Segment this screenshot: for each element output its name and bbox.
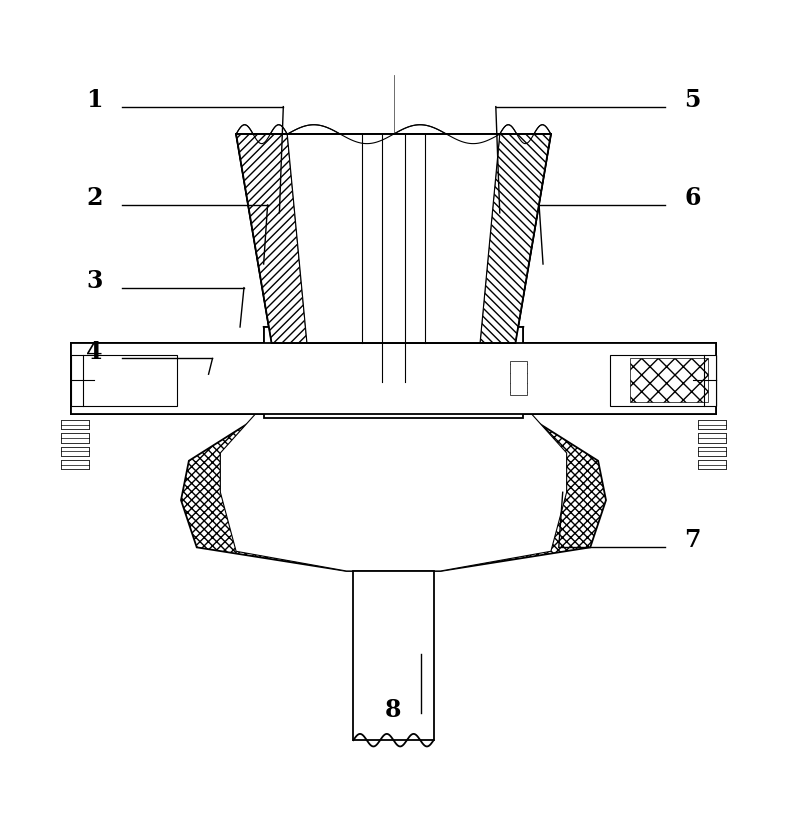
- Bar: [264, 328, 523, 418]
- Bar: [510, 361, 527, 396]
- Bar: [510, 361, 527, 396]
- Bar: [698, 421, 726, 430]
- Bar: [425, 359, 455, 398]
- Bar: [610, 355, 716, 406]
- Bar: [71, 355, 177, 406]
- Bar: [264, 328, 523, 418]
- Bar: [71, 344, 716, 414]
- Bar: [319, 339, 468, 410]
- Bar: [61, 447, 89, 456]
- Polygon shape: [236, 135, 307, 344]
- Bar: [698, 434, 726, 443]
- Bar: [610, 355, 716, 406]
- Bar: [331, 359, 360, 398]
- Bar: [698, 461, 726, 470]
- Bar: [353, 571, 434, 741]
- Bar: [698, 447, 726, 456]
- Text: 3: 3: [87, 268, 102, 293]
- Bar: [71, 344, 716, 414]
- Polygon shape: [287, 135, 500, 344]
- Bar: [331, 359, 360, 398]
- Bar: [71, 344, 716, 414]
- Polygon shape: [287, 135, 500, 344]
- Bar: [630, 359, 708, 402]
- Bar: [61, 434, 89, 443]
- Bar: [698, 447, 726, 456]
- Bar: [61, 461, 89, 470]
- Polygon shape: [220, 414, 567, 571]
- Bar: [61, 421, 89, 430]
- Bar: [698, 461, 726, 470]
- Text: 5: 5: [685, 88, 700, 112]
- Text: 2: 2: [87, 186, 102, 210]
- Bar: [61, 434, 89, 443]
- Bar: [61, 447, 89, 456]
- Text: 6: 6: [685, 186, 700, 210]
- Bar: [61, 461, 89, 470]
- Bar: [71, 355, 177, 406]
- Bar: [698, 434, 726, 443]
- Polygon shape: [236, 135, 307, 344]
- Polygon shape: [480, 135, 551, 344]
- Polygon shape: [480, 135, 551, 344]
- Bar: [319, 339, 468, 410]
- Polygon shape: [181, 414, 606, 571]
- Text: 1: 1: [87, 88, 102, 112]
- Bar: [425, 359, 455, 398]
- Bar: [61, 421, 89, 430]
- Text: 8: 8: [386, 697, 401, 721]
- Text: 7: 7: [685, 528, 700, 552]
- Text: 4: 4: [87, 339, 102, 363]
- Bar: [610, 355, 716, 406]
- Bar: [71, 355, 177, 406]
- Bar: [698, 421, 726, 430]
